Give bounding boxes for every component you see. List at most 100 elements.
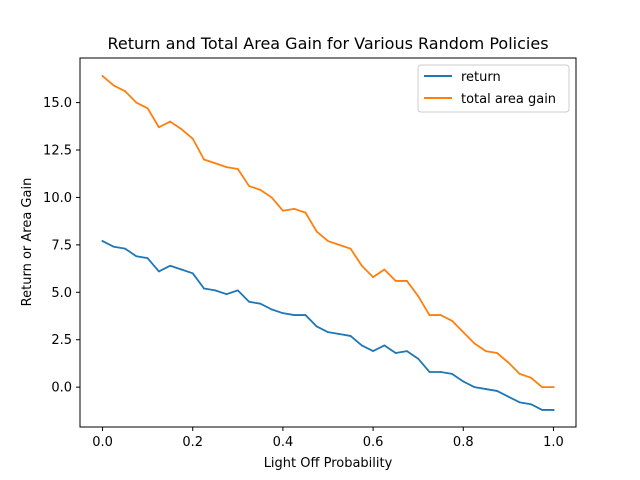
series-0-point-1 bbox=[112, 245, 115, 248]
series-0-point-10 bbox=[214, 289, 217, 292]
series-1-point-9 bbox=[203, 158, 205, 161]
series-0-point-16 bbox=[282, 312, 284, 315]
x-tick-label-3: 0.6 bbox=[363, 435, 384, 450]
plot-area bbox=[80, 58, 576, 427]
legend: return total area gain bbox=[417, 64, 570, 113]
series-1-point-3 bbox=[135, 101, 138, 104]
series-1-point-20 bbox=[327, 240, 329, 242]
series-0-point-37 bbox=[518, 401, 521, 404]
y-tick-label-1: 2.5 bbox=[51, 333, 72, 348]
series-0-point-17 bbox=[293, 314, 296, 316]
series-0-point-28 bbox=[417, 357, 420, 360]
series-1-point-21 bbox=[338, 243, 341, 246]
y-tick-label-4: 10.0 bbox=[43, 191, 72, 206]
series-0-point-3 bbox=[135, 255, 138, 258]
series-1-point-34 bbox=[484, 350, 487, 353]
series-0-point-4 bbox=[146, 257, 149, 260]
legend-box bbox=[417, 64, 570, 113]
series-0-point-18 bbox=[304, 314, 307, 316]
series-0-point-31 bbox=[451, 372, 453, 375]
series-1-point-2 bbox=[124, 90, 126, 93]
series-1-point-33 bbox=[473, 342, 476, 345]
series-0-point-20 bbox=[327, 331, 329, 334]
series-1-point-29 bbox=[428, 314, 431, 316]
series-0-point-27 bbox=[406, 350, 408, 353]
chart-title: Return and Total Area Gain for Various R… bbox=[107, 34, 548, 53]
series-1-point-12 bbox=[236, 168, 239, 170]
series-0-point-21 bbox=[338, 333, 341, 335]
series-1-point-25 bbox=[383, 268, 386, 271]
series-0-point-34 bbox=[484, 388, 487, 390]
y-axis-title: Return or Area Gain bbox=[20, 178, 35, 307]
series-1-point-37 bbox=[518, 372, 521, 375]
series-0-point-23 bbox=[360, 344, 363, 347]
series-0-point-2 bbox=[124, 247, 126, 250]
series-1-point-14 bbox=[259, 188, 262, 191]
series-1-point-23 bbox=[360, 264, 363, 267]
series-0-point-29 bbox=[428, 371, 431, 373]
series-1-point-16 bbox=[282, 209, 284, 212]
series-1-point-36 bbox=[507, 361, 510, 364]
series-layer bbox=[101, 74, 555, 411]
series-0-point-13 bbox=[248, 300, 250, 303]
series-1-point-22 bbox=[349, 247, 352, 250]
series-0-point-8 bbox=[191, 272, 194, 275]
plot-frame bbox=[79, 57, 577, 428]
y-tick-label-6: 15.0 bbox=[43, 96, 72, 111]
series-0-point-25 bbox=[383, 344, 386, 347]
x-tick-label-4: 0.8 bbox=[453, 435, 474, 450]
series-0-point-24 bbox=[372, 350, 374, 353]
legend-return-label: return bbox=[461, 70, 501, 85]
series-1-point-4 bbox=[146, 107, 149, 110]
series-1-point-15 bbox=[270, 196, 273, 199]
series-0-point-35 bbox=[496, 390, 498, 392]
series-0-point-0 bbox=[101, 240, 104, 242]
series-0-point-11 bbox=[225, 293, 228, 296]
series-1-point-38 bbox=[530, 376, 532, 379]
series-1-point-32 bbox=[462, 331, 465, 334]
x-tick-label-5: 1.0 bbox=[543, 435, 564, 450]
series-0-point-22 bbox=[349, 335, 352, 337]
series-1-point-1 bbox=[112, 84, 115, 87]
series-0-point-39 bbox=[541, 409, 544, 411]
series-1-point-11 bbox=[225, 166, 228, 168]
series-1-point-40 bbox=[552, 386, 555, 389]
series-0-point-32 bbox=[462, 380, 465, 383]
series-0-point-30 bbox=[439, 371, 442, 373]
series-1-point-10 bbox=[214, 162, 217, 165]
series-0-point-14 bbox=[259, 302, 262, 305]
series-1-point-19 bbox=[315, 230, 318, 233]
series-1-point-35 bbox=[496, 352, 498, 354]
series-1-point-13 bbox=[248, 185, 250, 187]
series-0-point-9 bbox=[203, 287, 205, 290]
series-0-point-5 bbox=[158, 270, 160, 273]
series-1-point-8 bbox=[191, 137, 194, 140]
series-0-point-15 bbox=[270, 308, 273, 311]
series-1-point-17 bbox=[293, 207, 296, 210]
x-tick-label-1: 0.2 bbox=[182, 435, 203, 450]
series-0-point-38 bbox=[530, 403, 532, 406]
series-1-point-28 bbox=[417, 295, 420, 297]
series-0-point-33 bbox=[473, 386, 476, 389]
series-1-point-24 bbox=[372, 276, 374, 279]
x-axis-title: Light Off Probability bbox=[264, 456, 393, 471]
series-1-point-0 bbox=[101, 75, 104, 77]
axes-layer: 0.0 0.2 0.4 0.6 0.8 1.0 0.0 2.5 5.0 7.5 10.0 12.5 15… bbox=[43, 57, 577, 450]
series-1-point-5 bbox=[158, 126, 160, 129]
x-tick-label-2: 0.4 bbox=[273, 435, 294, 450]
x-tick-label-0: 0.0 bbox=[92, 435, 113, 450]
y-tick-label-5: 12.5 bbox=[43, 144, 72, 159]
series-1-point-26 bbox=[394, 280, 397, 282]
y-tick-label-3: 7.5 bbox=[51, 238, 72, 253]
series-1-point-7 bbox=[180, 128, 183, 131]
series-0-point-7 bbox=[180, 268, 183, 271]
series-1-point-6 bbox=[169, 120, 172, 123]
series-1-point-27 bbox=[406, 280, 408, 282]
legend-area-gain-label: total area gain bbox=[461, 92, 556, 107]
series-0-point-6 bbox=[169, 264, 172, 267]
series-1-point-39 bbox=[541, 386, 544, 389]
series-0-point-19 bbox=[315, 325, 318, 328]
series-1-point-31 bbox=[451, 319, 453, 322]
series-1-point-30 bbox=[439, 314, 442, 316]
